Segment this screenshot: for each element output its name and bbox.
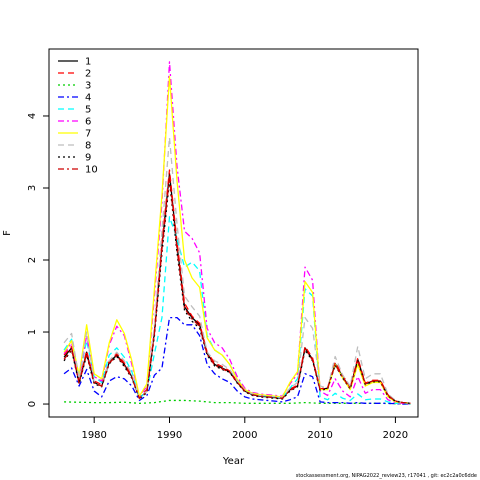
legend-label-2: 2 — [85, 69, 91, 80]
legend-label-9: 9 — [85, 153, 91, 164]
y-axis: 0 1 2 3 4 — [27, 113, 49, 407]
x-tick-label-2020: 2020 — [383, 430, 408, 441]
series-5-line — [63, 216, 411, 405]
y-tick-label-1: 1 — [27, 329, 38, 335]
x-tick-label-1980: 1980 — [81, 430, 106, 441]
legend-label-8: 8 — [85, 141, 91, 152]
y-tick-label-4: 4 — [27, 113, 38, 119]
y-tick-label-0: 0 — [27, 401, 38, 407]
legend-label-1: 1 — [85, 57, 91, 68]
series-4-line — [63, 316, 411, 405]
legend-label-3: 3 — [85, 81, 91, 92]
plot-frame — [48, 48, 419, 418]
series-9-line — [63, 180, 411, 404]
legend-label-5: 5 — [85, 105, 91, 116]
series-2-line — [63, 169, 411, 404]
plot-lines — [63, 61, 411, 405]
legend-label-10: 10 — [85, 165, 98, 176]
x-tick-label-1990: 1990 — [157, 430, 182, 441]
series-6-line — [63, 61, 411, 405]
x-tick-label-2000: 2000 — [232, 430, 257, 441]
legend-label-4: 4 — [85, 93, 91, 104]
series-10-line — [63, 176, 411, 404]
y-axis-title: F — [2, 230, 13, 236]
x-tick-label-2010: 2010 — [307, 430, 332, 441]
y-tick-label-2: 2 — [27, 257, 38, 263]
x-axis: 1980 1990 2000 2010 2020 — [81, 417, 408, 441]
y-tick-label-3: 3 — [27, 185, 38, 191]
x-axis-title: Year — [222, 456, 245, 467]
series-8-line — [63, 136, 411, 404]
footer-credit: stockassessment.org, NIPAG2022_review23,… — [295, 473, 477, 479]
legend-label-6: 6 — [85, 117, 91, 128]
legend-label-7: 7 — [85, 129, 91, 140]
